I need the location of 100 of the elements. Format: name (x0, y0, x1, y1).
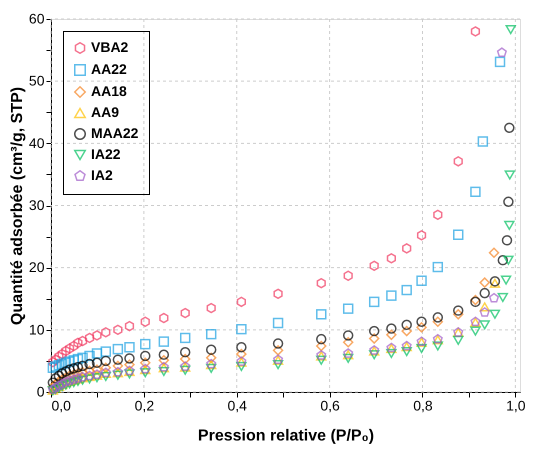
point (77, 376, 88, 385)
point (158, 336, 170, 347)
point (386, 323, 397, 334)
point (64, 364, 75, 375)
point (342, 354, 354, 364)
point (159, 312, 168, 324)
point (503, 196, 514, 207)
point (180, 347, 190, 358)
point (342, 337, 354, 348)
legend-label: AA22 (91, 61, 128, 77)
point (416, 316, 427, 327)
point (432, 262, 444, 272)
point (502, 235, 512, 246)
point (386, 348, 397, 358)
x-tick-label: 0,2 (134, 398, 154, 414)
point (316, 278, 326, 288)
point (503, 256, 514, 265)
y-tick-label: 40 (28, 134, 45, 151)
point (92, 348, 102, 359)
point (58, 348, 67, 360)
y-tick-label: 50 (28, 72, 45, 89)
legend-label: MAA22 (91, 125, 139, 141)
point (479, 288, 490, 298)
point (498, 292, 508, 302)
point (206, 302, 216, 314)
point (236, 342, 247, 352)
point (140, 338, 150, 350)
point (84, 374, 95, 384)
point (64, 356, 75, 367)
point (494, 56, 506, 68)
point (453, 309, 464, 320)
point (61, 346, 70, 356)
point (342, 330, 354, 341)
point (56, 358, 68, 370)
point (206, 328, 216, 340)
point (386, 253, 396, 264)
point (401, 326, 412, 336)
point (77, 360, 88, 372)
point (56, 368, 68, 379)
point (470, 326, 481, 336)
point (480, 307, 490, 317)
point (180, 354, 190, 364)
x-tick-label: 1,0 (506, 398, 526, 414)
point (72, 362, 84, 372)
point (272, 318, 284, 328)
point (236, 348, 247, 360)
point (68, 378, 79, 388)
point (316, 309, 326, 320)
point (206, 344, 216, 355)
point (401, 284, 412, 296)
point (68, 355, 79, 366)
point (370, 260, 379, 272)
point (48, 362, 58, 373)
point (504, 122, 515, 134)
point (124, 353, 135, 364)
point (432, 312, 444, 323)
point (60, 366, 72, 377)
point (416, 322, 427, 333)
point (112, 344, 124, 354)
point (432, 316, 444, 327)
legend-label: VBA2 (91, 39, 129, 55)
point (206, 364, 216, 373)
point (60, 380, 72, 390)
point (432, 341, 444, 351)
point (158, 349, 170, 360)
point (100, 372, 112, 382)
point (92, 330, 102, 341)
point (453, 336, 464, 346)
point (236, 324, 247, 334)
point (490, 310, 500, 319)
point (100, 362, 112, 373)
point (488, 292, 499, 302)
point (401, 320, 412, 330)
point (368, 350, 380, 360)
point (69, 340, 78, 352)
point (236, 362, 247, 372)
point (140, 350, 150, 362)
point (478, 136, 488, 147)
point (124, 320, 134, 332)
point (496, 47, 507, 57)
x-axis-title: Pression relative (P/P₀) (198, 428, 374, 444)
legend-label: AA18 (91, 83, 128, 99)
point (316, 340, 326, 352)
point (453, 305, 464, 316)
point (100, 346, 112, 357)
point (140, 316, 150, 327)
point (72, 354, 84, 364)
point (386, 330, 397, 340)
y-tick-label: 30 (28, 197, 45, 213)
point (112, 370, 124, 380)
point (180, 332, 190, 344)
point (479, 277, 490, 288)
y-axis-title: Quantité adsorbée (cm³/g, STP) (8, 86, 26, 326)
point (479, 320, 490, 330)
point (453, 229, 464, 240)
point (416, 276, 427, 286)
point (140, 368, 150, 378)
point (180, 366, 190, 375)
x-tick-label: 0,8 (413, 398, 433, 414)
point (92, 373, 102, 382)
